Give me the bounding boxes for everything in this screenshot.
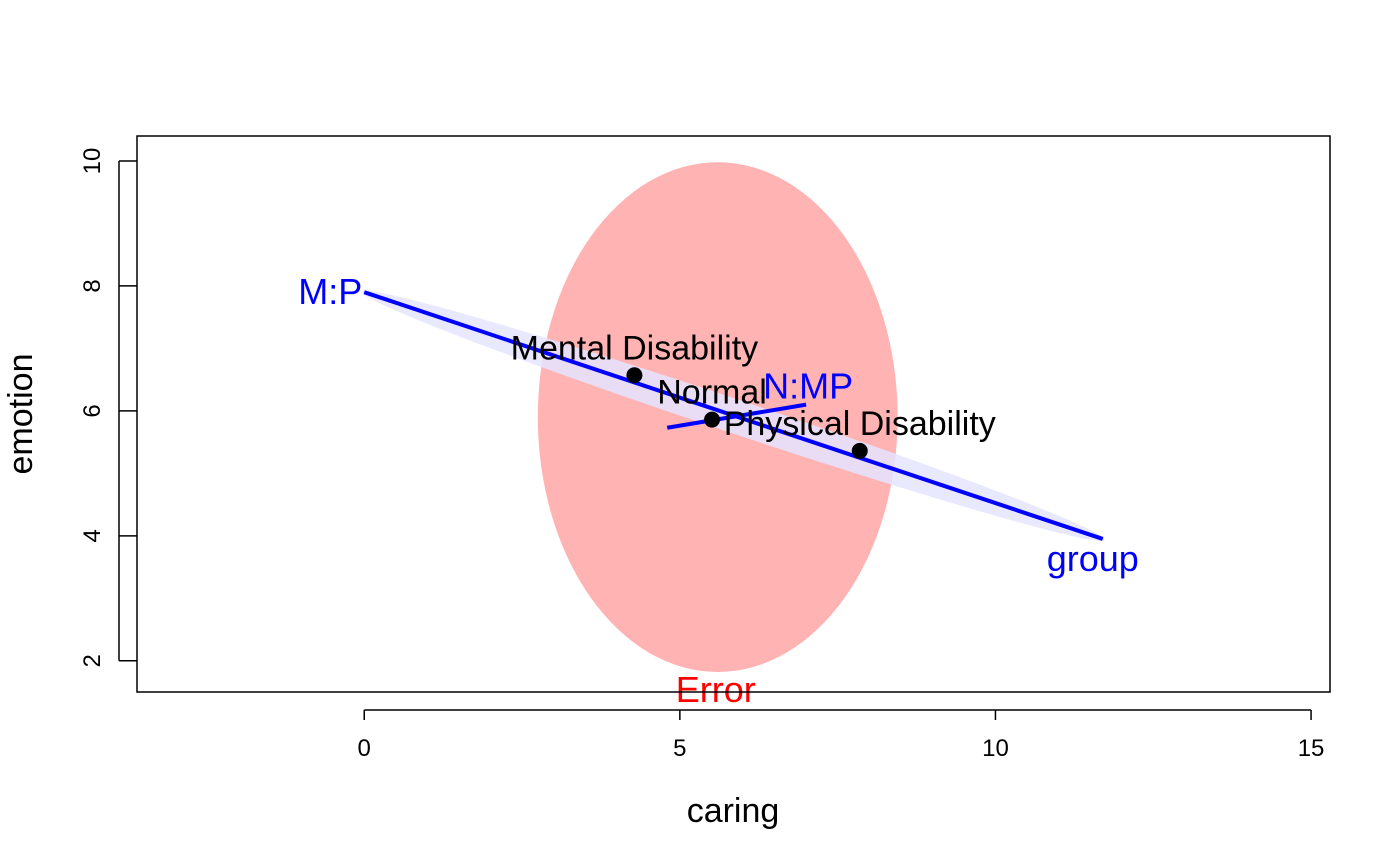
y-tick-label: 2 [79,654,106,667]
label-layer: M:P N:MP group Error Mental Disability Normal… [298,271,1139,710]
axis-layer: 0 5 10 15 2 4 6 8 10 [79,148,1324,762]
x-axis-label: caring [687,792,780,830]
point-layer [626,367,868,459]
effect-label-m-p: M:P [298,271,362,312]
x-tick-label: 5 [673,735,686,762]
point-label-normal: Normal [657,374,767,412]
y-tick-label: 10 [79,148,106,175]
y-tick-label: 8 [79,279,106,292]
effect-label-n-mp: N:MP [763,366,853,407]
point-label-mental-disability: Mental Disability [511,329,759,367]
effect-line-layer [363,290,1104,541]
point-normal [704,411,721,428]
y-axis-label: emotion [2,354,40,475]
error-label: Error [676,669,756,710]
effect-line-n-mp [666,402,807,430]
point-physical-disability [851,442,868,459]
y-tick-label: 4 [79,529,106,542]
point-mental-disability [626,367,643,384]
point-label-physical-disability: Physical Disability [724,405,996,443]
y-tick-label: 6 [79,404,106,417]
x-tick-label: 15 [1298,735,1325,762]
plot-frame [136,135,1331,693]
x-tick-label: 0 [358,735,371,762]
effect-label-group: group [1047,538,1139,579]
x-tick-label: 10 [982,735,1009,762]
